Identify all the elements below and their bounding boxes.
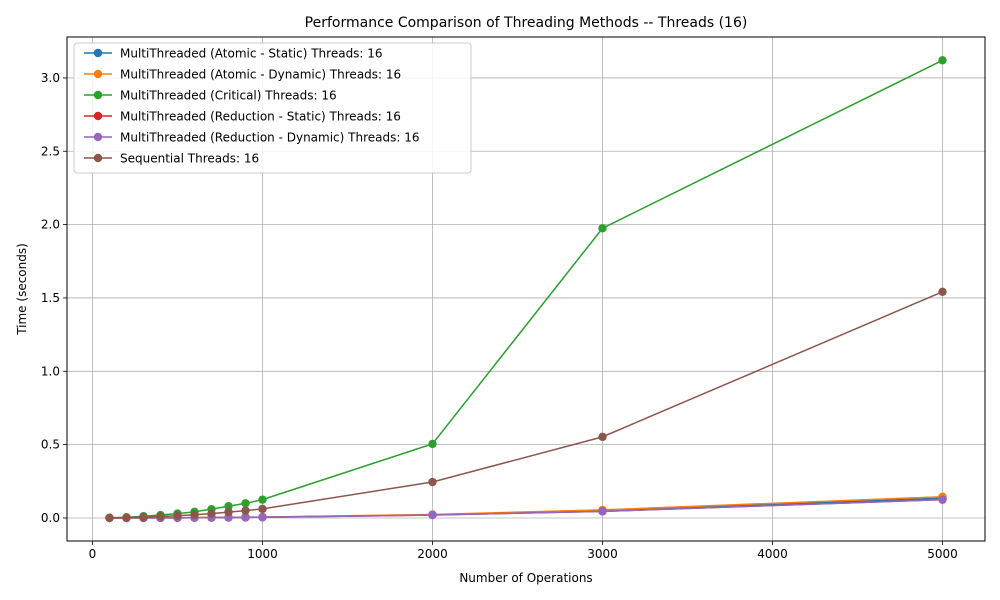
y-tick-label: 0.0 bbox=[41, 511, 60, 525]
legend: MultiThreaded (Atomic - Static) Threads:… bbox=[73, 42, 472, 174]
data-point bbox=[241, 506, 250, 515]
y-tick-label: 2.0 bbox=[41, 218, 60, 232]
data-point bbox=[938, 287, 947, 296]
y-tick-label: 0.5 bbox=[41, 438, 60, 452]
data-point bbox=[598, 224, 607, 233]
data-point bbox=[224, 502, 233, 511]
data-point bbox=[258, 504, 267, 514]
y-tick-label: 2.5 bbox=[41, 144, 60, 158]
data-point bbox=[122, 513, 131, 522]
legend-marker bbox=[93, 111, 103, 121]
x-tick-label: 2000 bbox=[417, 547, 448, 561]
legend-box bbox=[73, 42, 472, 174]
series-6 bbox=[105, 287, 947, 523]
data-point bbox=[224, 507, 233, 517]
data-point bbox=[258, 513, 267, 522]
legend-label: MultiThreaded (Reduction - Static) Threa… bbox=[120, 110, 401, 124]
series-layer bbox=[105, 56, 947, 523]
y-axis-label: Time (seconds) bbox=[15, 243, 29, 336]
legend-label: MultiThreaded (Atomic - Dynamic) Threads… bbox=[120, 68, 401, 82]
data-point bbox=[173, 511, 182, 520]
data-point bbox=[428, 439, 437, 449]
y-tick-label: 3.0 bbox=[41, 71, 60, 85]
x-tick-label: 4000 bbox=[757, 547, 788, 561]
data-point bbox=[241, 513, 250, 522]
x-tick-label: 0 bbox=[89, 547, 97, 561]
data-point bbox=[598, 432, 607, 442]
plot-frame bbox=[66, 36, 986, 542]
x-axis-label: Number of Operations bbox=[459, 571, 592, 585]
data-point bbox=[207, 509, 216, 518]
data-point bbox=[241, 499, 250, 508]
data-point bbox=[428, 510, 437, 520]
x-tick-label: 3000 bbox=[587, 547, 618, 561]
legend-marker bbox=[93, 69, 103, 79]
data-point bbox=[190, 510, 199, 519]
legend-label: MultiThreaded (Atomic - Static) Threads:… bbox=[120, 47, 383, 61]
x-tick-label: 5000 bbox=[927, 547, 958, 561]
axis-ticks: 0 1000 2000 3000 4000 5000 0.0 0.5 1.0 1.5 2.0 2.5 3… bbox=[41, 71, 958, 561]
legend-label: MultiThreaded (Reduction - Dynamic) Thre… bbox=[120, 131, 420, 145]
data-point bbox=[139, 513, 148, 522]
legend-item: MultiThreaded (Critical) Threads: 16 bbox=[84, 89, 337, 103]
y-tick-label: 1.0 bbox=[41, 364, 60, 378]
legend-marker bbox=[93, 90, 103, 100]
legend-label: MultiThreaded (Critical) Threads: 16 bbox=[120, 89, 337, 103]
data-point bbox=[105, 513, 114, 523]
legend-item: MultiThreaded (Reduction - Dynamic) Thre… bbox=[84, 131, 420, 145]
legend-marker bbox=[93, 132, 103, 142]
legend-item: Sequential Threads: 16 bbox=[84, 152, 259, 166]
legend-item: MultiThreaded (Atomic - Static) Threads:… bbox=[84, 47, 383, 61]
y-tick-label: 1.5 bbox=[41, 291, 60, 305]
data-point bbox=[428, 477, 437, 487]
data-point bbox=[938, 56, 947, 65]
data-point bbox=[598, 507, 607, 516]
legend-item: MultiThreaded (Atomic - Dynamic) Threads… bbox=[84, 68, 401, 82]
legend-marker bbox=[93, 48, 103, 58]
legend-marker bbox=[93, 153, 103, 163]
x-tick-label: 1000 bbox=[247, 547, 278, 561]
data-point bbox=[258, 495, 267, 504]
data-point bbox=[938, 495, 947, 504]
chart-title: Performance Comparison of Threading Meth… bbox=[305, 15, 748, 31]
data-point bbox=[156, 512, 165, 521]
legend-label: Sequential Threads: 16 bbox=[120, 152, 259, 166]
legend-item: MultiThreaded (Reduction - Static) Threa… bbox=[84, 110, 401, 124]
